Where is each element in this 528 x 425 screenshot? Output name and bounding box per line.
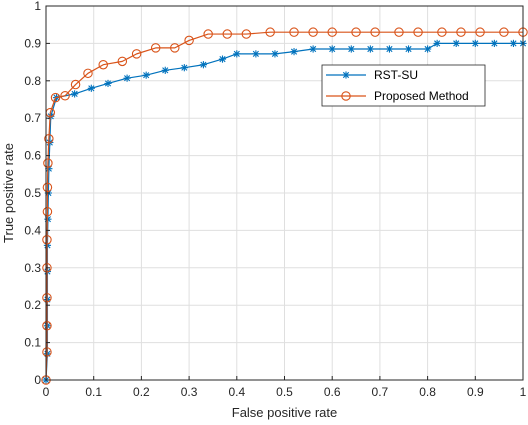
data-point-proposed-method bbox=[42, 347, 52, 357]
x-tick-label: 0.9 bbox=[467, 385, 484, 399]
data-point-proposed-method bbox=[413, 27, 423, 37]
data-point-proposed-method bbox=[327, 27, 337, 37]
data-point-rst-su bbox=[87, 84, 95, 92]
data-point-proposed-method bbox=[50, 92, 61, 103]
data-point-rst-su bbox=[161, 66, 169, 74]
y-tick-label: 0.4 bbox=[24, 223, 41, 237]
data-point-proposed-method bbox=[170, 43, 180, 53]
y-tick-label: 0.7 bbox=[24, 111, 41, 125]
data-point-proposed-method bbox=[42, 292, 52, 303]
y-tick-label: 0.5 bbox=[24, 186, 41, 200]
data-point-proposed-method bbox=[44, 134, 54, 144]
x-axis-title: False positive rate bbox=[232, 405, 338, 420]
data-point-rst-su bbox=[490, 39, 498, 47]
y-tick-label: 0.9 bbox=[24, 36, 41, 50]
data-point-proposed-method bbox=[184, 35, 194, 46]
data-point-proposed-method bbox=[117, 56, 128, 67]
data-point-proposed-method bbox=[150, 43, 161, 53]
x-tick-label: 0.6 bbox=[324, 385, 341, 399]
series-proposed-method bbox=[41, 27, 528, 385]
y-tick-label: 0 bbox=[34, 373, 41, 387]
data-point-rst-su bbox=[71, 90, 79, 98]
data-point-rst-su bbox=[424, 45, 432, 53]
x-tick-label: 0.3 bbox=[181, 385, 198, 399]
data-point-proposed-method bbox=[131, 49, 142, 59]
legend: RST-SU Proposed Method bbox=[321, 64, 486, 107]
data-point-proposed-method bbox=[499, 27, 509, 37]
data-point-proposed-method bbox=[43, 158, 53, 168]
data-point-rst-su bbox=[328, 45, 336, 53]
data-point-proposed-method bbox=[456, 27, 466, 37]
data-point-proposed-method bbox=[437, 27, 447, 37]
series-line-proposed-method bbox=[45, 31, 523, 381]
data-point-rst-su bbox=[104, 79, 112, 88]
data-point-rst-su bbox=[180, 64, 188, 72]
data-point-rst-su bbox=[309, 45, 317, 53]
legend-label-rst-su: RST-SU bbox=[374, 68, 418, 82]
legend-marker-rst-su bbox=[342, 71, 350, 79]
data-point-proposed-method bbox=[222, 29, 233, 39]
data-point-rst-su bbox=[471, 39, 479, 47]
data-point-rst-su bbox=[404, 45, 413, 53]
y-tick-label: 0.3 bbox=[24, 261, 41, 275]
x-tick-label: 0 bbox=[43, 385, 50, 399]
legend-label-proposed-method: Proposed Method bbox=[374, 89, 469, 103]
data-point-rst-su bbox=[199, 61, 208, 69]
axis-ticks: 0 0.1 0.2 0.3 0.4 0.5 0.6 0.7 0.8 0.9 1 0 0.1 0.2 0.3 0… bbox=[24, 0, 526, 399]
data-point-proposed-method bbox=[241, 29, 252, 39]
data-point-proposed-method bbox=[370, 27, 380, 37]
data-point-proposed-method bbox=[475, 27, 485, 37]
x-tick-label: 0.4 bbox=[228, 385, 245, 399]
legend-marker-symbol-rst-su bbox=[342, 71, 350, 79]
data-point-proposed-method bbox=[289, 27, 299, 37]
data-point-proposed-method bbox=[83, 68, 93, 79]
data-point-proposed-method bbox=[42, 182, 53, 193]
x-tick-label: 0.8 bbox=[419, 385, 436, 399]
legend-marker-proposed-method bbox=[341, 91, 351, 101]
data-point-proposed-method bbox=[203, 29, 213, 39]
data-point-proposed-method bbox=[308, 27, 318, 37]
data-point-rst-su bbox=[366, 45, 374, 53]
data-point-rst-su bbox=[452, 39, 460, 47]
y-tick-label: 0.1 bbox=[24, 336, 41, 350]
y-tick-label: 1 bbox=[34, 0, 41, 13]
data-point-proposed-method bbox=[42, 235, 52, 245]
data-point-rst-su bbox=[509, 39, 518, 47]
data-point-proposed-method bbox=[60, 91, 70, 101]
data-point-rst-su bbox=[385, 45, 394, 53]
data-point-rst-su bbox=[433, 39, 441, 47]
data-point-proposed-method bbox=[42, 321, 52, 331]
data-point-rst-su bbox=[218, 55, 227, 63]
y-tick-label: 0.6 bbox=[24, 149, 41, 163]
data-point-proposed-method bbox=[70, 79, 81, 90]
x-tick-label: 0.5 bbox=[276, 385, 293, 399]
data-point-proposed-method bbox=[98, 59, 108, 70]
data-point-proposed-method bbox=[394, 27, 404, 37]
legend-marker-symbol-proposed-method bbox=[341, 91, 351, 101]
data-point-rst-su bbox=[347, 45, 355, 53]
data-point-rst-su bbox=[290, 48, 298, 56]
y-tick-label: 0.8 bbox=[24, 74, 41, 88]
data-point-rst-su bbox=[271, 50, 279, 58]
y-axis-title: True positive rate bbox=[1, 143, 16, 243]
data-point-rst-su bbox=[142, 71, 150, 79]
data-point-rst-su bbox=[123, 74, 131, 82]
data-point-rst-su bbox=[233, 50, 241, 58]
x-tick-label: 0.1 bbox=[85, 385, 102, 399]
data-point-proposed-method bbox=[351, 27, 361, 37]
data-point-proposed-method bbox=[42, 206, 53, 217]
data-point-proposed-method bbox=[42, 263, 52, 273]
x-tick-label: 1 bbox=[520, 385, 527, 399]
y-tick-label: 0.2 bbox=[24, 298, 41, 312]
x-tick-label: 0.2 bbox=[133, 385, 150, 399]
x-tick-label: 0.7 bbox=[372, 385, 389, 399]
data-point-rst-su bbox=[252, 50, 260, 58]
data-point-proposed-method bbox=[265, 27, 275, 37]
